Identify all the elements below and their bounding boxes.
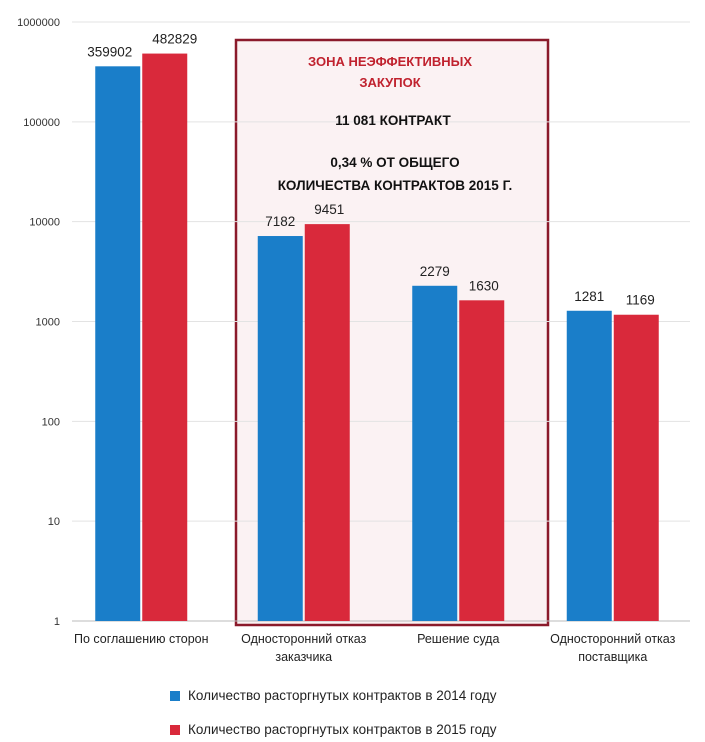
zone-count-text: 11 081 КОНТРАКТ [335, 113, 451, 128]
bar [459, 300, 505, 621]
data-label: 482829 [152, 32, 197, 47]
y-tick-label: 100 [42, 416, 60, 428]
zone-title-line-1: ЗОНА НЕЭФФЕКТИВНЫХ [308, 54, 472, 69]
category-label: Односторонний отказ [550, 632, 675, 646]
zone-share-line-2: КОЛИЧЕСТВА КОНТРАКТОВ 2015 Г. [278, 178, 513, 193]
y-tick-label: 100000 [23, 117, 60, 129]
y-tick-label: 10 [48, 516, 60, 528]
category-label: Решение суда [417, 632, 499, 646]
zone-title-line-2: ЗАКУПОК [359, 75, 420, 90]
legend-item-2014: Количество расторгнутых контрактов в 201… [170, 688, 497, 703]
legend-swatch-2014 [170, 690, 180, 701]
bar [304, 224, 350, 621]
data-label: 7182 [265, 214, 295, 229]
category-label: заказчика [275, 650, 332, 664]
data-label: 1281 [574, 289, 604, 304]
category-label: По соглашению сторон [74, 632, 209, 646]
category-label: поставщика [578, 650, 647, 664]
legend-label-2015: Количество расторгнутых контрактов в 201… [188, 722, 497, 737]
data-label: 9451 [314, 202, 344, 217]
data-labels: 359902 482829 7182 9451 2279 1630 1281 1169 [87, 32, 655, 308]
y-tick-label: 10000 [29, 217, 60, 229]
data-label: 359902 [87, 44, 132, 59]
bar [257, 236, 303, 621]
ineffective-zone-text: ЗОНА НЕЭФФЕКТИВНЫХ ЗАКУПОК 11 081 КОНТРА… [278, 54, 513, 193]
bar [566, 310, 612, 621]
zone-share-line-1: 0,34 % ОТ ОБЩЕГО [330, 155, 459, 170]
category-label: Односторонний отказ [241, 632, 366, 646]
y-tick-label: 1000000 [17, 17, 60, 29]
bar [142, 53, 188, 621]
category-labels: По соглашению сторон Односторонний отказ з… [74, 632, 676, 664]
legend-item-2015: Количество расторгнутых контрактов в 201… [170, 722, 497, 737]
bar [412, 285, 458, 621]
legend-label-2014: Количество расторгнутых контрактов в 201… [188, 688, 497, 703]
data-label: 2279 [420, 264, 450, 279]
data-label: 1169 [626, 293, 655, 308]
legend-swatch-2015 [170, 724, 180, 735]
y-axis-ticks: 1 10 100 1000 10000 100000 1000000 [17, 17, 60, 628]
bars [95, 53, 659, 621]
data-label: 1630 [469, 278, 499, 293]
bar [95, 66, 141, 621]
y-tick-label: 1000 [36, 317, 60, 329]
bar [613, 314, 659, 621]
y-tick-label: 1 [54, 616, 60, 628]
